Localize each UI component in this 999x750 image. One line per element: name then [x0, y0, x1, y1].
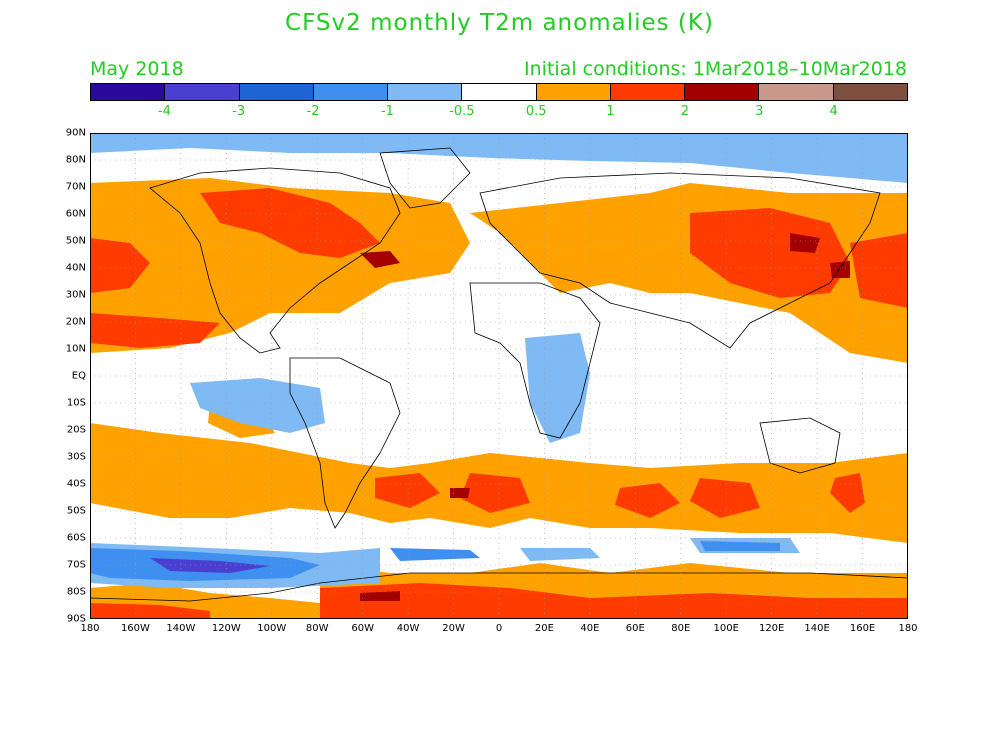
map-frame — [90, 133, 908, 619]
initial-conditions-label: Initial conditions: 1Mar2018–10Mar2018 — [524, 58, 907, 80]
colorbar-segment — [462, 84, 537, 100]
latitude-label: 80N — [65, 154, 86, 166]
latitude-label: 40N — [65, 262, 86, 274]
colorbar-tick-label: 1 — [606, 104, 615, 119]
latitude-label: 90S — [66, 613, 86, 625]
colorbar-segment — [313, 84, 389, 100]
latitude-label: 10N — [65, 343, 86, 355]
south-america-outline — [289, 357, 401, 529]
latitude-label: 30N — [65, 289, 86, 301]
latitude-label: 50N — [65, 235, 86, 247]
colorbar-tick-label: 2 — [680, 104, 690, 119]
longitude-label: 0 — [495, 623, 503, 634]
longitude-label: 160W — [120, 623, 150, 634]
latitude-label: 20S — [66, 424, 86, 436]
longitude-label: 80E — [671, 623, 691, 634]
europe-asia-outline — [479, 172, 881, 349]
latitude-label: 40S — [66, 478, 86, 490]
colorbar-segment — [388, 84, 463, 100]
latitude-label: 90N — [65, 127, 86, 139]
graticule — [90, 133, 908, 619]
extreme-cold-anomaly-regions — [150, 558, 270, 573]
colorbar-segment — [165, 84, 240, 100]
anomaly-map — [89, 133, 909, 620]
colorbar-tick-label: -4 — [157, 104, 171, 119]
longitude-label: 100W — [257, 623, 287, 634]
colorbar-segment — [685, 84, 760, 100]
longitude-label: 60W — [351, 623, 374, 634]
colorbar-tick-label: 3 — [755, 104, 764, 119]
australia-outline — [759, 417, 841, 474]
map-title: CFSv2 monthly T2m anomalies (K) — [285, 10, 714, 36]
latitude-label: 60S — [66, 532, 86, 544]
hot-anomaly-regions — [90, 188, 908, 619]
colorbar-tick-label: -2 — [306, 104, 320, 119]
latitude-label: 70N — [65, 181, 86, 193]
colorbar-segment — [239, 84, 314, 100]
latitude-label: EQ — [71, 370, 86, 382]
latitude-label: 20N — [65, 316, 86, 328]
longitude-label: 160E — [849, 623, 876, 634]
longitude-label: 180 — [80, 623, 100, 634]
latitude-label: 70S — [66, 559, 86, 571]
longitude-label: 20W — [442, 623, 465, 634]
longitude-label: 80W — [305, 623, 329, 634]
latitude-label: 30S — [66, 451, 86, 463]
colorbar-tick-label: -1 — [380, 104, 394, 119]
longitude-label: 180 — [898, 623, 918, 634]
longitude-label: 100E — [713, 623, 739, 634]
colorbar-tick-label: -3 — [232, 104, 246, 119]
colorbar-segment — [833, 84, 907, 100]
colorbar-tick-label: 0.5 — [525, 104, 547, 119]
colorbar-segment — [91, 84, 166, 100]
colorbar-segment — [536, 84, 611, 100]
extreme-warm-anomaly-regions — [360, 233, 850, 601]
colorbar-tick-label: 4 — [829, 104, 838, 119]
longitude-label: 60E — [625, 623, 645, 634]
north-america-outline — [149, 167, 401, 354]
africa-outline — [469, 282, 601, 439]
colorbar-tick-label: -0.5 — [449, 104, 475, 119]
colorbar — [90, 83, 908, 101]
longitude-label: 140E — [804, 623, 830, 634]
latitude-label: 80S — [66, 586, 86, 598]
longitude-label: 120E — [758, 623, 785, 634]
longitude-label: 120W — [211, 623, 241, 634]
latitude-label: 60N — [65, 208, 86, 220]
colorbar-segment — [610, 84, 686, 100]
longitude-label: 140W — [166, 623, 196, 634]
valid-month-label: May 2018 — [90, 58, 184, 80]
greenland-outline — [379, 147, 471, 209]
longitude-label: 20E — [534, 623, 554, 634]
colorbar-segment — [759, 84, 834, 100]
longitude-label: 40W — [396, 623, 420, 634]
longitude-label: 40E — [580, 623, 600, 634]
latitude-label: 10S — [66, 397, 86, 409]
latitude-label: 50S — [66, 505, 86, 517]
